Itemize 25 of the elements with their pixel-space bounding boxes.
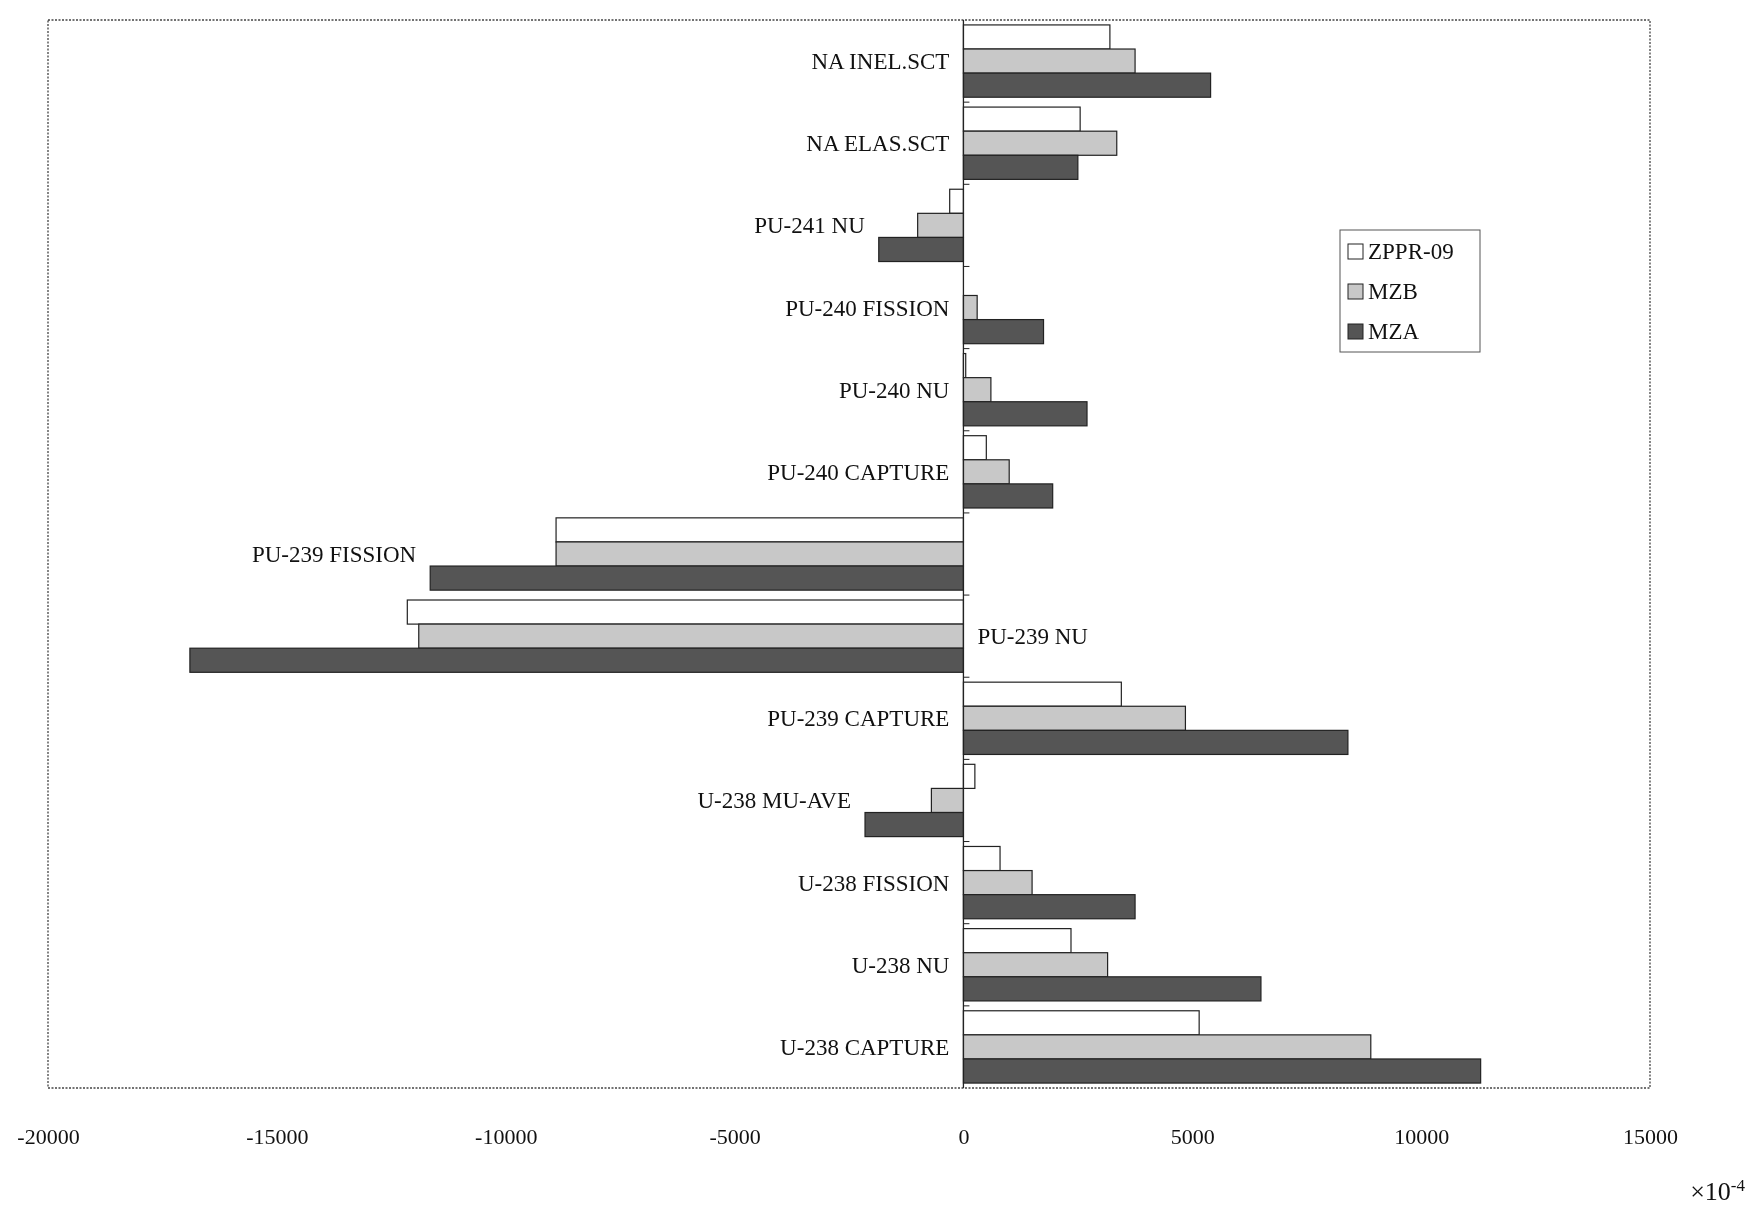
x-tick-label: -15000 [246, 1123, 309, 1149]
x-tick-label: -20000 [17, 1123, 80, 1149]
x-tick-label: 15000 [1623, 1123, 1678, 1149]
y-tick-label: PU-239 NU [977, 624, 1089, 650]
legend-label: MZB [1368, 279, 1418, 304]
y-tick-label: NA INEL.SCT [811, 49, 950, 75]
y-tick-label: PU-240 FISSION [785, 295, 950, 321]
y-tick-label: PU-241 NU [754, 213, 866, 239]
legend-label: ZPPR-09 [1368, 239, 1454, 264]
x-tick-label: -10000 [475, 1123, 538, 1149]
y-tick-label: NA ELAS.SCT [806, 131, 950, 157]
y-tick-label: U-238 NU [851, 952, 950, 978]
x-tick-label: -5000 [709, 1123, 761, 1149]
y-tick-label: PU-240 CAPTURE [767, 459, 950, 485]
y-tick-label: U-238 CAPTURE [780, 1034, 950, 1060]
text: ×10$^{-4}$ [1690, 1175, 1746, 1206]
y-tick-label: PU-239 FISSION [251, 542, 417, 567]
x-tick-label: 5000 [1170, 1123, 1215, 1149]
y-tick-label: U-238 FISSION [797, 870, 950, 896]
x-tick-label: 0 [958, 1123, 970, 1149]
y-tick-label: PU-240 NU [838, 377, 950, 403]
x-tick-label: 10000 [1394, 1123, 1450, 1149]
legend-label: MZA [1368, 319, 1420, 344]
y-tick-label: PU-239 CAPTURE [767, 706, 950, 732]
y-tick-label: U-238 MU-AVE [697, 788, 852, 814]
